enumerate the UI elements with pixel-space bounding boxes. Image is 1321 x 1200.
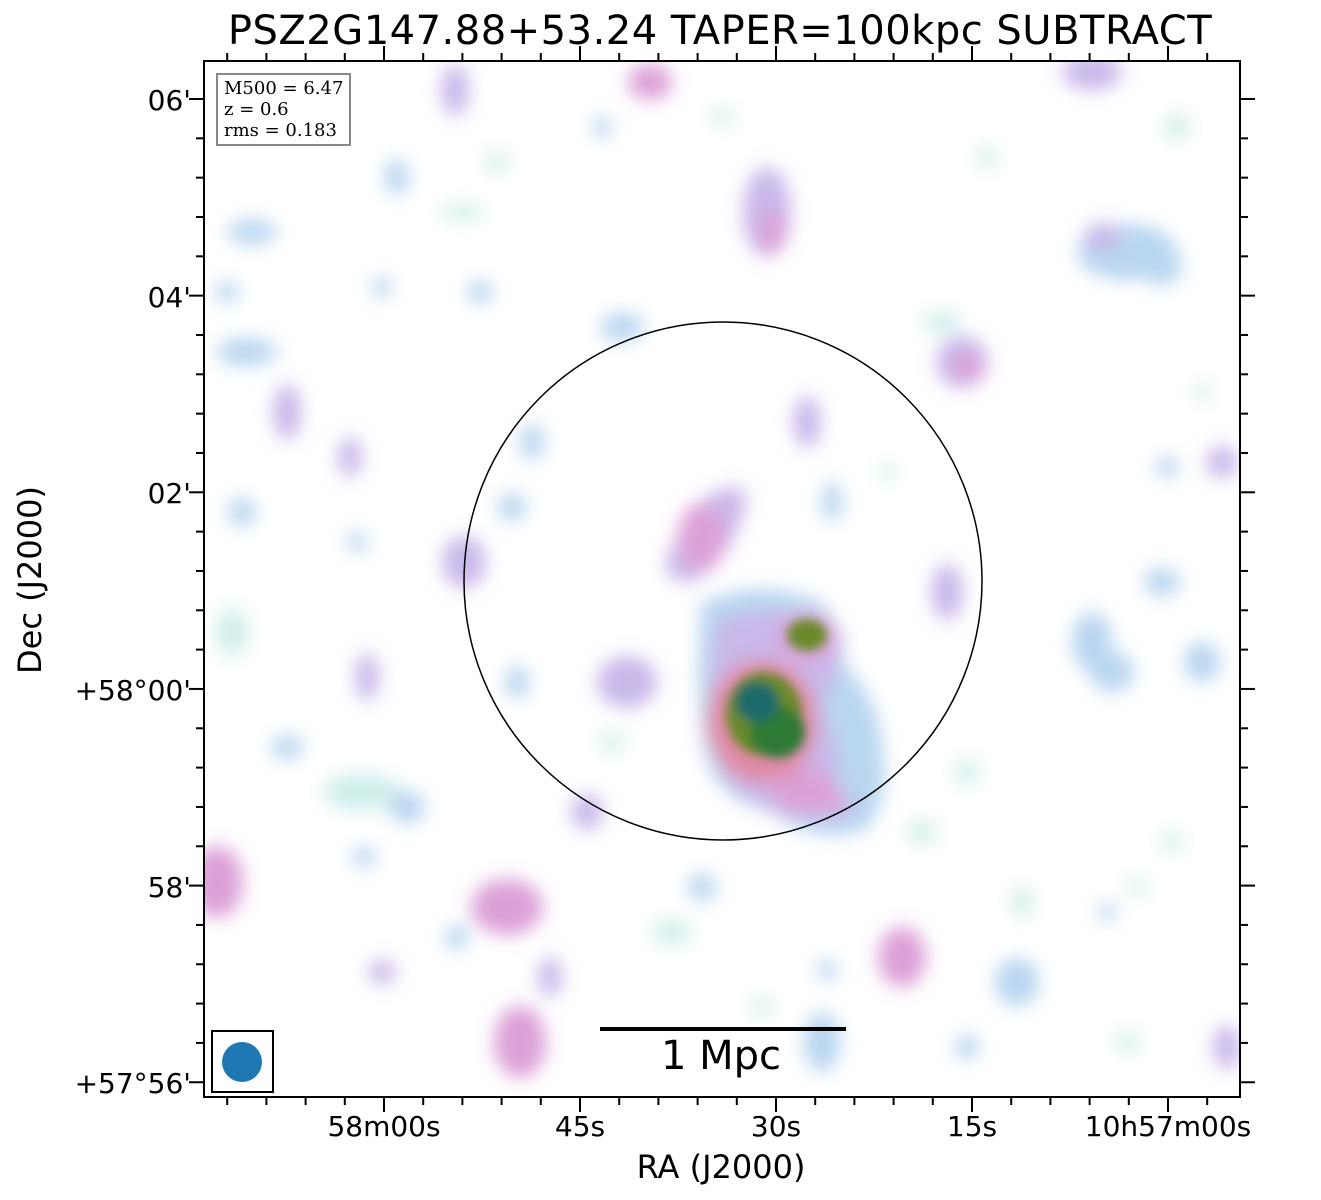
info-box: M500 = 6.47 z = 0.6 rms = 0.183 xyxy=(216,73,352,146)
y-tick-label: +57°56' xyxy=(74,1067,191,1100)
cluster-emission xyxy=(664,487,885,835)
x-tick-label: 15s xyxy=(946,1110,998,1143)
x-tick-label: 45s xyxy=(554,1110,606,1143)
radio-emission-map xyxy=(205,62,1239,1093)
x-tick-label: 10h57m00s xyxy=(1084,1110,1252,1143)
plot-title: PSZ2G147.88+53.24 TAPER=100kpc SUBTRACT xyxy=(227,8,1213,54)
rms-text: rms = 0.183 xyxy=(224,120,337,141)
beam-ellipse xyxy=(222,1042,262,1082)
x-tick-label: 30s xyxy=(750,1110,802,1143)
m500-text: M500 = 6.47 xyxy=(224,78,344,99)
y-axis-label: Dec (J2000) xyxy=(11,486,49,674)
y-tick-label: 02' xyxy=(147,477,191,510)
y-tick-label: 04' xyxy=(147,281,191,314)
y-tick-label: +58°00' xyxy=(74,674,191,707)
redshift-text: z = 0.6 xyxy=(224,99,289,120)
y-tick-label: 06' xyxy=(147,84,191,117)
y-tick-label: 58' xyxy=(147,871,191,904)
x-tick-label: 58m00s xyxy=(327,1110,441,1143)
x-axis-label: RA (J2000) xyxy=(636,1148,806,1186)
scale-bar-label: 1 Mpc xyxy=(660,1033,782,1079)
r500-circle xyxy=(463,321,983,841)
noise-blobs xyxy=(205,62,1239,1078)
radio-map-frame xyxy=(203,60,1241,1098)
